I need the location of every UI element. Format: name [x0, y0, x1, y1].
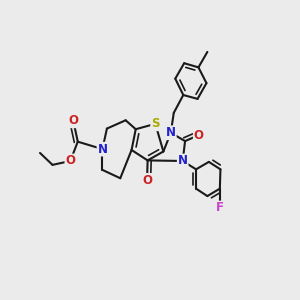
Text: O: O [142, 174, 152, 187]
Text: O: O [194, 129, 204, 142]
Text: N: N [178, 154, 188, 167]
Text: N: N [166, 126, 176, 139]
Text: S: S [151, 117, 160, 130]
Text: F: F [216, 202, 224, 214]
Text: N: N [98, 142, 107, 156]
Text: O: O [68, 114, 78, 128]
Text: O: O [65, 154, 75, 167]
